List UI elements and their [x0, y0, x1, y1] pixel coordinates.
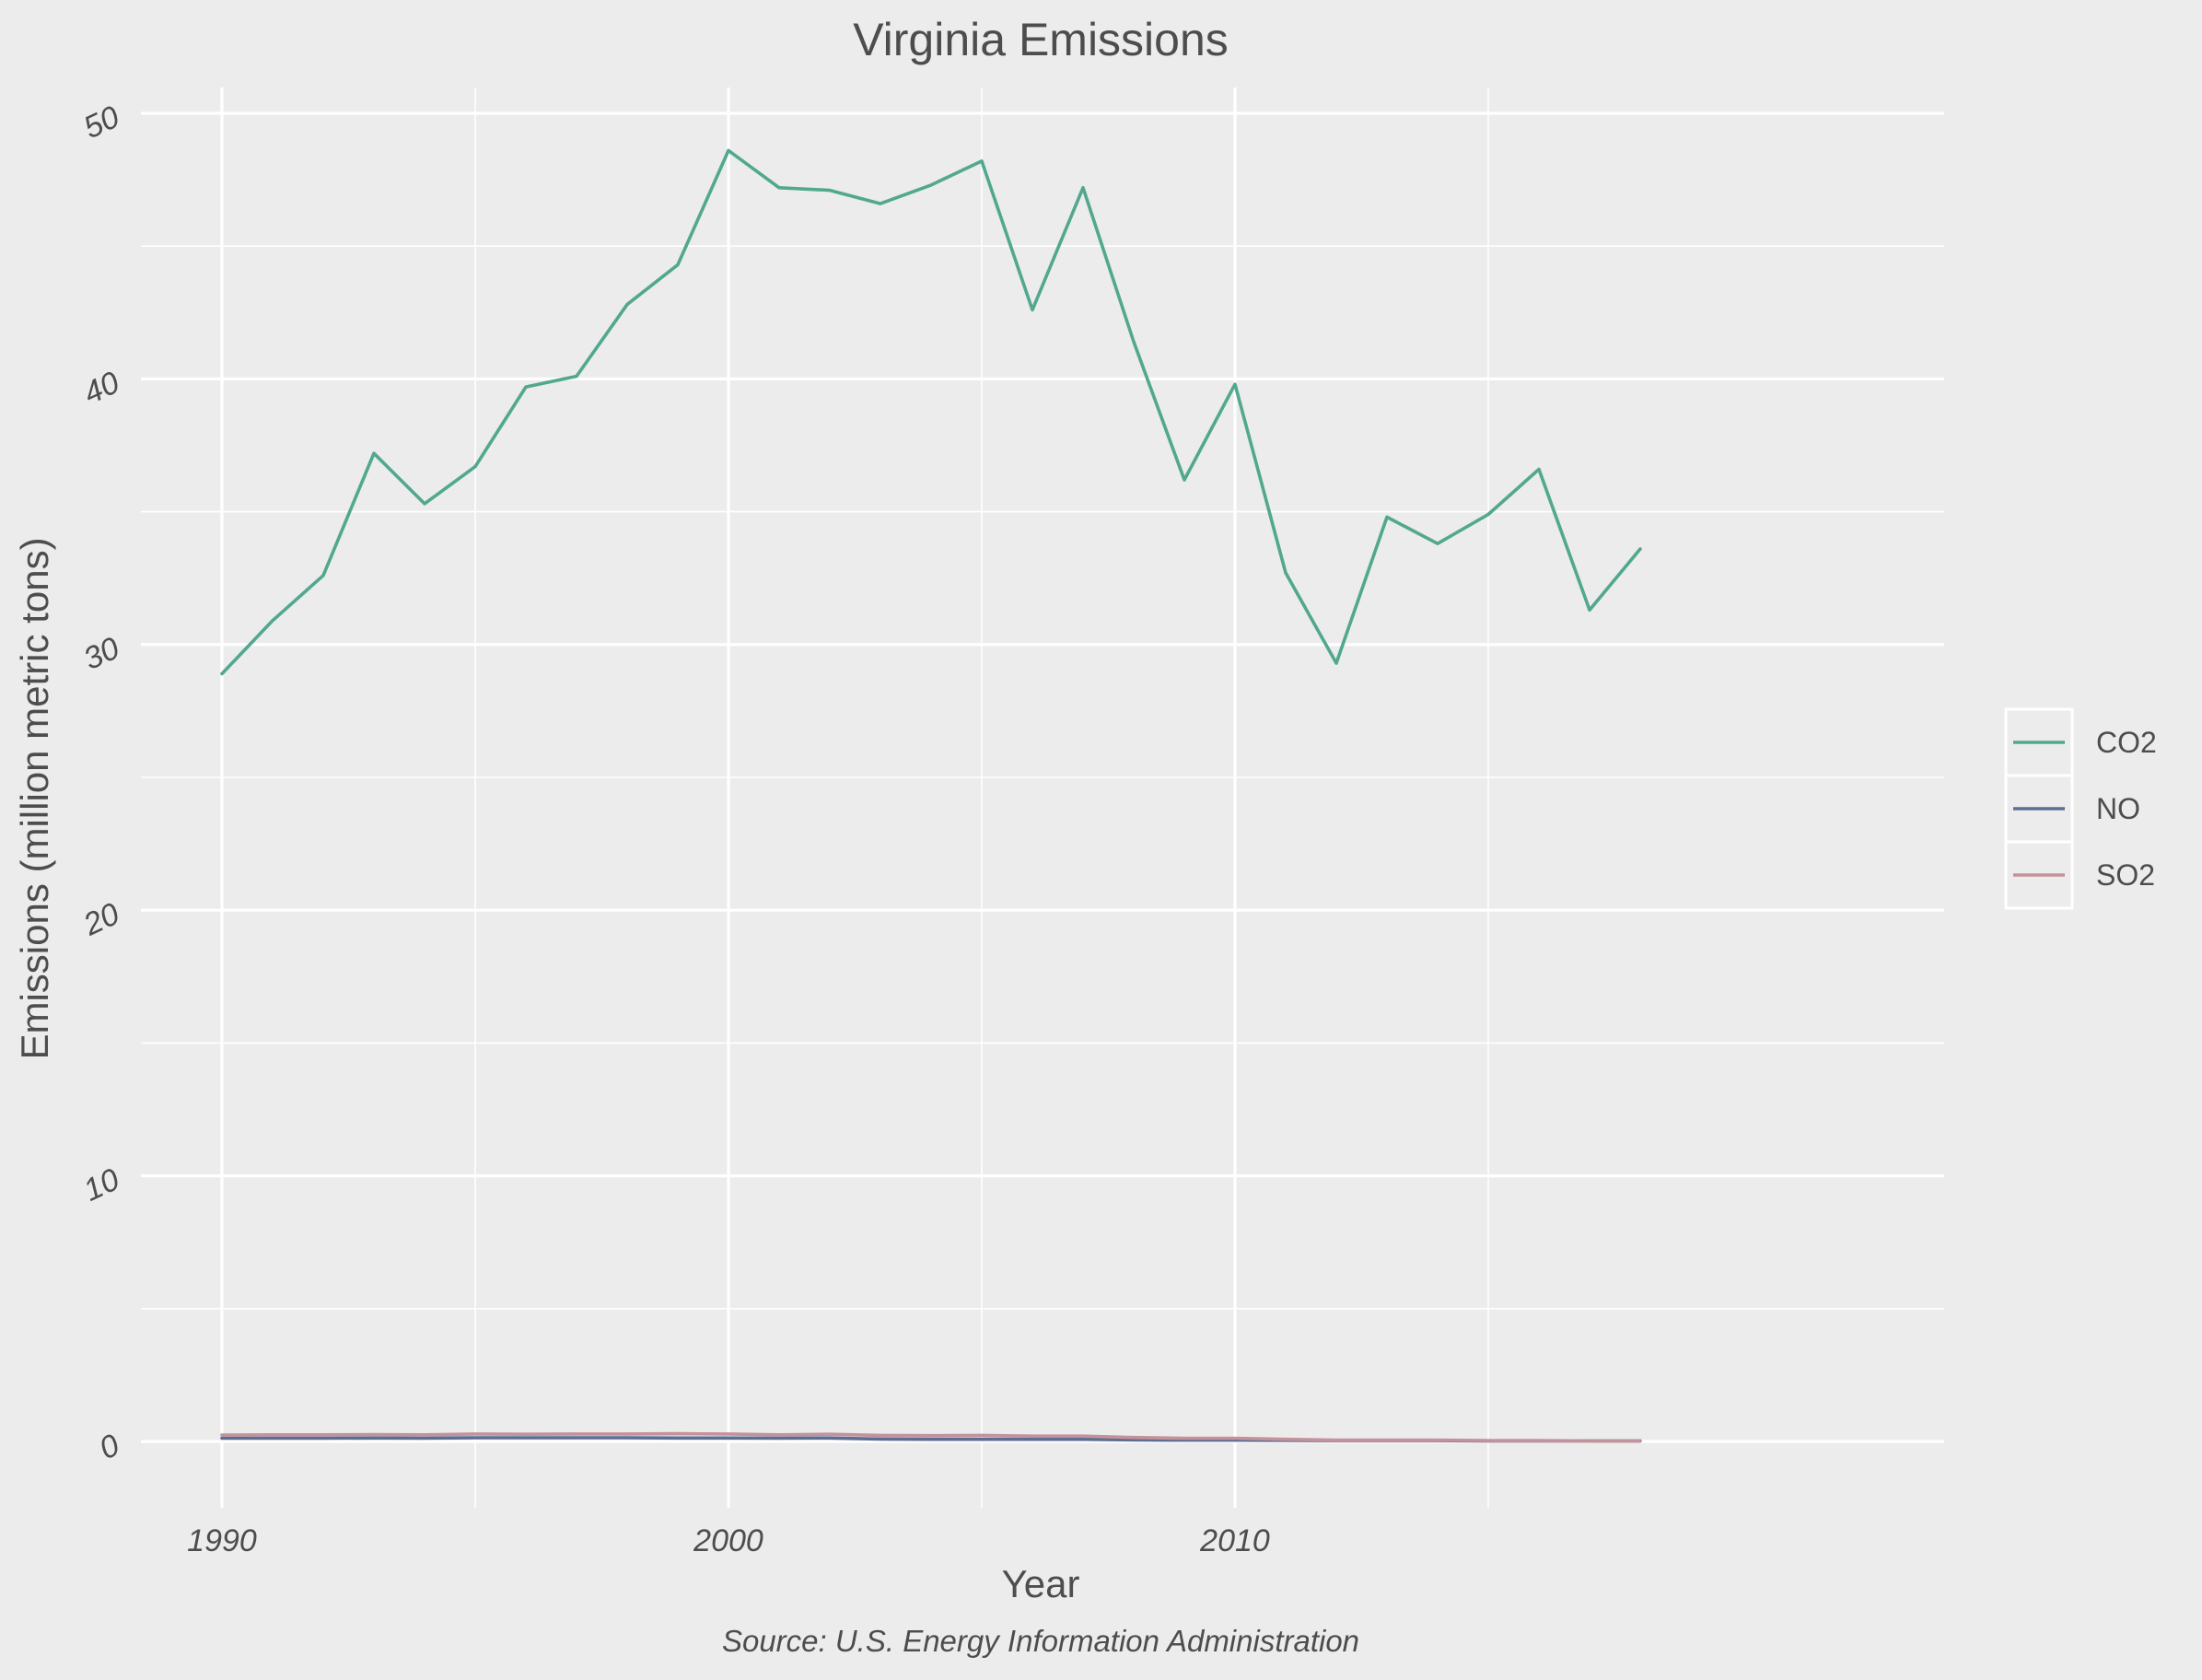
- y-axis-title: Emissions (million metric tons): [13, 537, 56, 1059]
- chart-caption: Source: U.S. Energy Information Administ…: [722, 1624, 1359, 1658]
- series-line-co2: [220, 148, 1642, 676]
- x-tick-label: 1990: [187, 1523, 257, 1558]
- series-lines: [220, 148, 1642, 1443]
- legend-label-no: NO: [2096, 792, 2140, 825]
- x-tick-label: 2000: [693, 1523, 763, 1558]
- x-tick-label: 2010: [1199, 1523, 1270, 1558]
- legend-label-so2: SO2: [2096, 858, 2155, 892]
- x-axis-ticks: 1990 2000 2010: [187, 1523, 1270, 1558]
- chart-title: Virginia Emissions: [853, 14, 1229, 65]
- legend: CO2 NO SO2: [2004, 707, 2157, 910]
- series-line-so2: [220, 1431, 1642, 1443]
- gridlines: [141, 88, 1944, 1508]
- x-axis-title: Year: [1002, 1562, 1080, 1605]
- legend-label-co2: CO2: [2096, 726, 2157, 759]
